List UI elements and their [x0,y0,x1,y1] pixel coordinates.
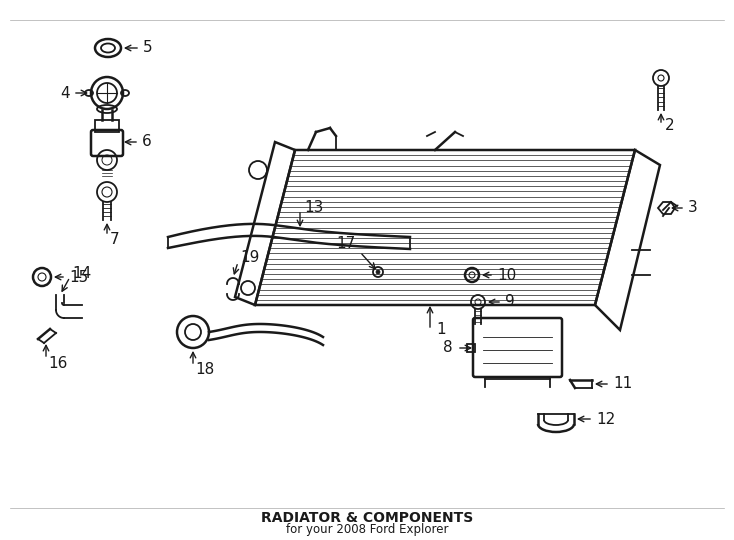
Text: 4: 4 [60,85,70,100]
Text: 19: 19 [240,249,259,265]
Text: 6: 6 [142,134,152,150]
Text: for your 2008 Ford Explorer: for your 2008 Ford Explorer [286,523,448,537]
Circle shape [376,270,380,274]
Text: 11: 11 [613,376,632,392]
Text: RADIATOR & COMPONENTS: RADIATOR & COMPONENTS [261,511,473,525]
Text: 1: 1 [436,322,446,338]
Bar [95,120,119,132]
Text: 12: 12 [596,411,615,427]
Bar [467,344,475,352]
Text: 17: 17 [337,237,356,252]
Text: 10: 10 [497,267,516,282]
Text: 3: 3 [688,200,698,215]
Text: 7: 7 [110,232,120,246]
Text: 13: 13 [304,200,324,215]
Text: 16: 16 [48,355,68,370]
Text: 5: 5 [143,40,153,56]
Text: 2: 2 [665,118,675,132]
Text: 14: 14 [72,266,91,280]
Text: 9: 9 [505,294,515,309]
Text: 15: 15 [69,269,88,285]
Text: 18: 18 [195,361,214,376]
Text: 8: 8 [443,341,453,355]
